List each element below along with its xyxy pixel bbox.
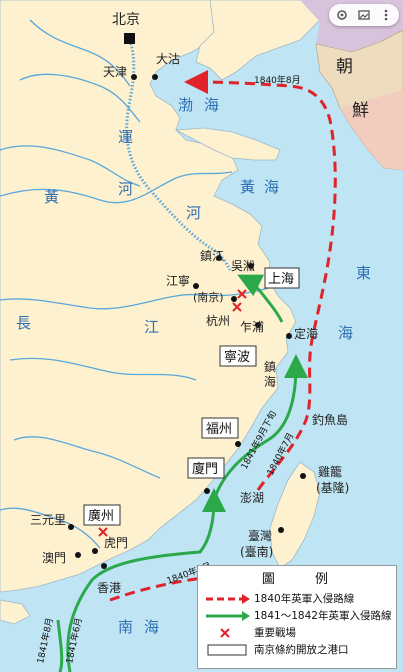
grand-canal bbox=[125, 39, 232, 271]
city-hangzhou: 杭州 bbox=[206, 313, 230, 328]
legend-red-route-icon bbox=[206, 593, 250, 604]
legend-label: 南京條約開放之港口 bbox=[254, 644, 349, 656]
city-zhenhai-1: 鎮 bbox=[264, 359, 276, 374]
sea-huanghai-1: 黃 bbox=[240, 178, 255, 196]
legend-label: 1841〜1842年英軍入侵路線 bbox=[254, 610, 392, 622]
legend-green-route-icon bbox=[206, 610, 250, 621]
korea-label-1: 朝 bbox=[336, 57, 353, 77]
city-dinghai: 定海 bbox=[294, 326, 318, 341]
city-zhenjiang: 鎮江 bbox=[200, 248, 224, 263]
sea-nanhai-2: 海 bbox=[144, 618, 159, 636]
river-canal-2: 河 bbox=[118, 180, 133, 198]
treaty-port-box-xiamen bbox=[187, 457, 225, 479]
legend-battle-icon bbox=[220, 627, 230, 638]
city-taiwan: 臺灣 bbox=[248, 528, 272, 543]
city-diaoyu: 釣魚島 bbox=[312, 412, 348, 427]
treaty-port-guangzhou: 廣州 bbox=[88, 509, 114, 524]
legend-item: 1841〜1842年英軍入侵路線 bbox=[198, 607, 396, 624]
treaty-port-box-shanghai bbox=[264, 267, 300, 289]
city-taiwan-alt: (臺南) bbox=[240, 544, 273, 559]
city-zhenhai-2: 海 bbox=[264, 374, 276, 389]
sea-bohai-2: 海 bbox=[204, 96, 219, 114]
lens-icon[interactable] bbox=[335, 8, 349, 22]
taiwan-island bbox=[269, 461, 321, 569]
shandong-peninsula bbox=[174, 127, 281, 161]
city-humen: 虎門 bbox=[104, 536, 128, 550]
treaty-port-shanghai: 上海 bbox=[268, 272, 294, 287]
capital-marker bbox=[124, 33, 135, 44]
city-tianjin: 天津 bbox=[103, 65, 127, 79]
korea-south bbox=[340, 90, 403, 170]
city-nanjing: (南京) bbox=[193, 290, 224, 304]
route-1841-42-approach bbox=[56, 619, 64, 672]
river-yangtze-1: 長 bbox=[16, 314, 31, 332]
sea-donghai-1: 東 bbox=[356, 264, 371, 282]
legend-label: 1840年英軍入侵路線 bbox=[254, 593, 355, 605]
route-1840-north bbox=[184, 70, 337, 491]
treaty-port-fuzhou: 福州 bbox=[206, 422, 232, 437]
legend-port-box-icon bbox=[207, 644, 247, 655]
river-yellow-2: 河 bbox=[186, 204, 201, 222]
city-macau: 澳門 bbox=[42, 551, 66, 565]
sea-donghai-2: 海 bbox=[338, 324, 353, 342]
legend-item: 1840年英軍入侵路線 bbox=[198, 590, 396, 607]
korea-label-2: 鮮 bbox=[352, 101, 369, 121]
treaty-port-ningbo: 寧波 bbox=[224, 349, 250, 365]
more-icon[interactable] bbox=[379, 8, 393, 22]
treaty-port-box-ningbo bbox=[219, 345, 257, 367]
city-labels: 天津 大沽 鎮江 吳淞 江寧 (南京) 杭州 乍浦 定海 三元里 虎門 澳門 香… bbox=[30, 52, 349, 595]
capital-label: 北京 bbox=[112, 12, 140, 28]
treaty-port-xiamen: 廈門 bbox=[192, 461, 218, 477]
battle-markers bbox=[98, 289, 247, 537]
route-1841-42-north bbox=[212, 354, 308, 501]
city-sanyuanli: 三元里 bbox=[30, 513, 66, 527]
route-label-1840-aug: 1840年8月 bbox=[254, 74, 301, 86]
river-canal-1: 運 bbox=[118, 128, 133, 146]
city-keelung: 雞籠 bbox=[318, 464, 342, 479]
image-icon[interactable] bbox=[357, 8, 371, 22]
city-zhapu: 乍浦 bbox=[240, 319, 264, 334]
legend-item: 重要戰場 bbox=[198, 624, 396, 641]
sea-bohai-1: 渤 bbox=[178, 96, 193, 114]
route-1841-42-yangtze bbox=[237, 274, 284, 323]
city-dagu: 大沽 bbox=[156, 52, 180, 66]
treaty-port-box-fuzhou bbox=[201, 417, 239, 439]
south-coast-islands bbox=[0, 599, 31, 625]
sea-nanhai-1: 南 bbox=[118, 618, 133, 636]
legend-item: 南京條約開放之港口 bbox=[198, 641, 396, 658]
legend: 圖 例 1840年英軍入侵路線 1841〜1842年英軍入侵路線 重要戰場 南京… bbox=[197, 565, 397, 669]
treaty-port-box-guangzhou bbox=[83, 504, 121, 526]
city-hongkong: 香港 bbox=[97, 581, 121, 595]
river-yellow-1: 黃 bbox=[44, 188, 59, 206]
legend-title: 圖 例 bbox=[261, 572, 347, 587]
river-yangtze-2: 江 bbox=[144, 318, 159, 336]
city-jiangning: 江寧 bbox=[166, 273, 190, 288]
route-1841-42 bbox=[66, 488, 226, 672]
sea-huanghai-2: 海 bbox=[264, 178, 279, 196]
city-dots bbox=[68, 74, 306, 569]
city-wusong: 吳淞 bbox=[231, 259, 255, 273]
city-keelung-alt: (基隆) bbox=[316, 480, 349, 495]
legend-label: 重要戰場 bbox=[254, 627, 296, 639]
city-penghu: 澎湖 bbox=[240, 490, 264, 505]
image-toolbar bbox=[329, 4, 399, 26]
